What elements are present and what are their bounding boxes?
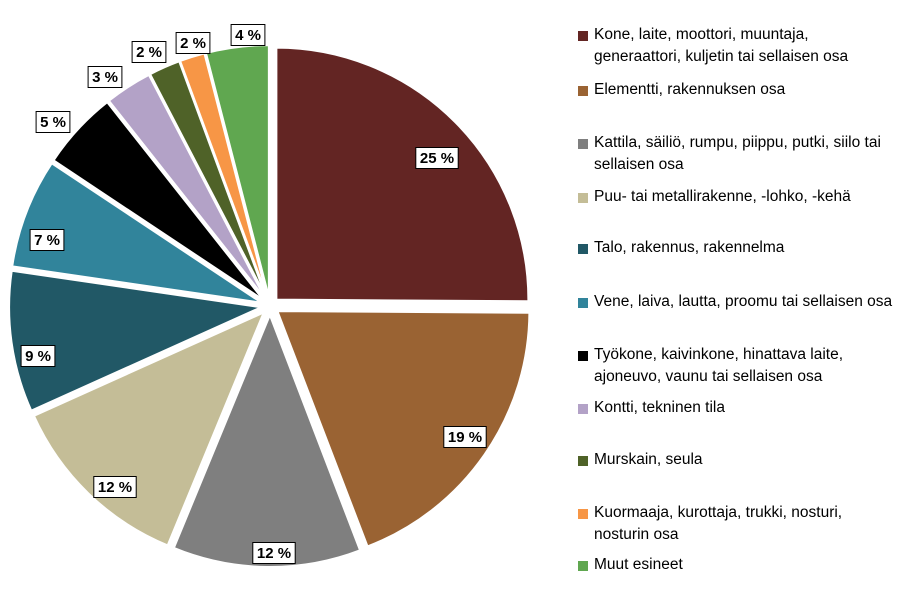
legend-item-kuormaaja: Kuormaaja, kurottaja, trukki, nosturi, n… xyxy=(578,502,898,546)
data-label: 9 % xyxy=(25,348,51,365)
data-label-box xyxy=(230,24,266,46)
data-label-box xyxy=(93,476,137,498)
legend-swatch xyxy=(578,193,588,203)
legend-label: Kuormaaja, kurottaja, trukki, nosturi, n… xyxy=(594,504,843,543)
pie-slice xyxy=(11,161,263,304)
legend-item-kone: Kone, laite, moottori, muuntaja, generaa… xyxy=(578,24,898,68)
legend-label: Muut esineet xyxy=(594,556,683,573)
data-label-box xyxy=(87,66,123,88)
legend-label: Murskain, seula xyxy=(594,451,703,468)
legend-swatch xyxy=(578,509,588,519)
legend-swatch xyxy=(578,561,588,571)
legend-swatch xyxy=(578,139,588,149)
legend-item-vene: Vene, laiva, lautta, proomu tai sellaise… xyxy=(578,291,898,313)
legend-swatch xyxy=(578,31,588,41)
legend-item-puu: Puu- tai metallirakenne, -lohko, -kehä xyxy=(578,186,898,208)
legend-item-talo: Talo, rakennus, rakennelma xyxy=(578,237,898,259)
pie-slice xyxy=(172,312,362,568)
data-label: 19 % xyxy=(448,429,482,446)
legend-label: Puu- tai metallirakenne, -lohko, -kehä xyxy=(594,188,851,205)
pie-chart: 25 % 19 % 12 % 12 % 9 % 7 % 5 % 3 % 2 % 2 % 4 % xyxy=(8,24,531,568)
data-label: 12 % xyxy=(98,479,132,496)
data-label: 3 % xyxy=(92,69,118,86)
data-label-box xyxy=(175,32,211,54)
data-label-box xyxy=(443,426,487,448)
legend-item-tyokone: Työkone, kaivinkone, hinattava laite, aj… xyxy=(578,344,898,388)
legend-swatch xyxy=(578,298,588,308)
legend-swatch xyxy=(578,244,588,254)
legend-item-elementti: Elementti, rakennuksen osa xyxy=(578,79,898,101)
pie-slice xyxy=(8,269,265,412)
pie-slice xyxy=(107,73,267,300)
data-label: 7 % xyxy=(34,232,60,249)
legend-label: Kone, laite, moottori, muuntaja, generaa… xyxy=(594,26,849,65)
pie-slice xyxy=(275,46,530,303)
pie-slice xyxy=(148,60,268,299)
legend-swatch xyxy=(578,86,588,96)
legend-label: Elementti, rakennuksen osa xyxy=(594,81,786,98)
data-label-box xyxy=(131,41,167,63)
legend-item-muut: Muut esineet xyxy=(578,554,898,576)
data-label: 25 % xyxy=(420,150,454,167)
legend-label: Kontti, tekninen tila xyxy=(594,399,725,416)
legend-swatch xyxy=(578,404,588,414)
legend-swatch xyxy=(578,351,588,361)
legend-item-kontti: Kontti, tekninen tila xyxy=(578,397,898,419)
pie-slice xyxy=(52,100,265,301)
legend-label: Vene, laiva, lautta, proomu tai sellaise… xyxy=(594,293,893,310)
data-label: 4 % xyxy=(235,27,261,44)
legend-item-kattila: Kattila, säiliö, rumpu, piippu, putki, s… xyxy=(578,132,898,176)
data-labels: 25 % 19 % 12 % 12 % 9 % 7 % 5 % 3 % 2 % 2 % 4 % xyxy=(20,24,487,564)
data-label-box xyxy=(20,345,56,367)
data-label: 2 % xyxy=(136,44,162,61)
data-label-box xyxy=(252,542,296,564)
data-label: 2 % xyxy=(180,35,206,52)
data-label-box xyxy=(415,147,459,169)
data-label-box xyxy=(35,111,71,133)
pie-slices xyxy=(8,44,531,568)
legend-label: Talo, rakennus, rakennelma xyxy=(594,239,785,256)
data-label: 5 % xyxy=(40,114,66,131)
legend-label: Kattila, säiliö, rumpu, piippu, putki, s… xyxy=(594,134,881,173)
data-label-box xyxy=(29,229,65,251)
legend-swatch xyxy=(578,456,588,466)
legend-item-murskain: Murskain, seula xyxy=(578,449,898,471)
pie-slice xyxy=(275,310,531,548)
pie-slice xyxy=(32,310,266,547)
data-label: 12 % xyxy=(257,545,291,562)
legend-label: Työkone, kaivinkone, hinattava laite, aj… xyxy=(594,346,844,385)
